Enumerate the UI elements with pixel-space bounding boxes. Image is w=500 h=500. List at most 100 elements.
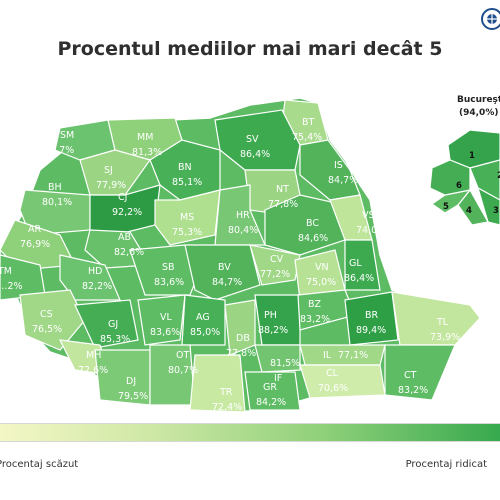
county-cs[interactable] — [19, 289, 86, 351]
county-gj[interactable] — [74, 299, 139, 349]
label-ab-code: AB — [118, 232, 131, 243]
sector-4-label: 4 — [466, 206, 472, 216]
label-ph-code: PH — [264, 310, 277, 321]
label-bn-val: 85,1% — [172, 177, 202, 188]
label-bc-val: 84,6% — [298, 233, 328, 244]
label-br-code: BR — [365, 310, 379, 321]
label-sm-val: 76,7% — [44, 145, 74, 156]
county-ar[interactable] — [0, 219, 76, 271]
label-vn-val: 75,0% — [306, 277, 336, 288]
county-bh[interactable] — [19, 189, 91, 236]
label-bv-code: BV — [218, 262, 231, 273]
label-vl-code: VL — [160, 312, 172, 323]
label-is-code: IS — [334, 160, 343, 171]
legend-high-label: Procentaj ridicat — [405, 459, 487, 470]
label-hr-val: 80,4% — [228, 225, 258, 236]
label-ot-val: 80,7% — [168, 365, 198, 376]
label-nt-code: NT — [276, 184, 289, 195]
label-dj-val: 79,5% — [118, 391, 148, 402]
label-sj-val: 77,9% — [96, 180, 126, 191]
label-ct-code: CT — [404, 370, 417, 381]
legend-low-label: Procentaj scăzut — [0, 459, 79, 470]
label-gr-val: 84,2% — [256, 397, 286, 408]
label-cs-val: 76,5% — [32, 324, 62, 335]
label-tm-val: …2% — [0, 281, 23, 292]
label-hr-code: HR — [236, 210, 250, 221]
county-ph[interactable] — [254, 294, 301, 346]
label-nt-val: 77,8% — [268, 199, 298, 210]
sector-3-label: 3 — [493, 206, 499, 216]
label-ab-val: 82,6% — [114, 247, 144, 258]
county-hd[interactable] — [59, 254, 121, 301]
label-bz-code: BZ — [308, 299, 322, 310]
label-db-code: DB — [236, 333, 250, 344]
label-cs-code: CS — [40, 309, 53, 320]
label-vl-val: 83,6% — [150, 327, 180, 338]
sector-2[interactable] — [469, 159, 500, 201]
county-sj[interactable] — [79, 149, 151, 196]
label-bh-code: BH — [48, 182, 62, 193]
sector-5-label: 5 — [443, 202, 449, 212]
label-sm-code: SM — [60, 130, 74, 141]
label-cj-val: 92,2% — [112, 207, 142, 218]
ministry-seal-icon — [481, 8, 500, 30]
county-bv[interactable] — [184, 244, 261, 301]
label-mh-val: 72,6% — [78, 365, 108, 376]
map-title: Procentul mediilor mai mari decât 5 — [57, 38, 443, 60]
legend-gradient-bar — [0, 423, 500, 442]
label-gj-code: GJ — [108, 319, 118, 330]
label-tm-code: TM — [0, 266, 12, 277]
label-gr-code: GR — [263, 382, 277, 393]
county-ct[interactable] — [384, 344, 456, 401]
county-ag[interactable] — [181, 294, 226, 346]
label-sv-code: SV — [246, 134, 259, 145]
county-db[interactable] — [224, 299, 256, 356]
label-ms-val: 75,3% — [172, 227, 202, 238]
label-bv-val: 84,7% — [212, 277, 242, 288]
label-ph-val: 88,2% — [258, 325, 288, 336]
inset-name: Bucureşti — [457, 95, 500, 105]
label-db-val: 77,8% — [226, 348, 256, 359]
label-il-val: 77,1% — [338, 350, 368, 361]
label-il-code: IL — [323, 350, 332, 361]
label-br-val: 89,4% — [356, 325, 386, 336]
label-tl-val: 73,9% — [430, 332, 460, 343]
county-gr[interactable] — [244, 371, 301, 411]
sector-6-label: 6 — [456, 181, 462, 191]
label-ar-code: AR — [28, 224, 41, 235]
label-vs-val: 74,0% — [356, 225, 386, 236]
county-gl[interactable] — [344, 239, 381, 291]
label-vs-code: VS — [362, 210, 375, 221]
sector-6[interactable] — [429, 159, 471, 196]
sector-3[interactable] — [477, 186, 500, 226]
label-hd-code: HD — [88, 266, 102, 277]
label-cl-val: 70,6% — [318, 383, 348, 394]
label-gl-val: 86,4% — [344, 273, 374, 284]
county-cv[interactable] — [249, 244, 301, 286]
label-cv-val: 77,2% — [260, 269, 290, 280]
label-sv-val: 86,4% — [240, 149, 270, 160]
sector-1-label: 1 — [469, 151, 475, 161]
label-ct-val: 83,2% — [398, 385, 428, 396]
label-sj-code: SJ — [104, 165, 113, 176]
label-bh-val: 80,1% — [42, 197, 72, 208]
county-tr[interactable] — [189, 354, 246, 413]
label-bn-code: BN — [178, 162, 192, 173]
county-ms[interactable] — [154, 189, 221, 246]
county-hr[interactable] — [214, 184, 266, 246]
county-if[interactable] — [254, 344, 301, 373]
label-vn-code: VN — [315, 262, 329, 273]
county-br[interactable] — [344, 291, 399, 346]
label-cj-code: CJ — [118, 192, 127, 203]
label-bt-code: BT — [302, 117, 315, 128]
county-tl[interactable] — [391, 291, 481, 346]
label-sb-code: SB — [162, 262, 175, 273]
label-is-val: 84,7% — [328, 175, 358, 186]
label-ag-code: AG — [196, 312, 210, 323]
label-cl-code: CL — [326, 368, 339, 379]
label-bc-code: BC — [306, 218, 319, 229]
bucharest-inset: Bucureşti (94,0%) 1 2 3 4 5 6 — [429, 95, 500, 226]
sector-2-label: 2 — [497, 171, 500, 181]
county-vl[interactable] — [137, 294, 186, 346]
